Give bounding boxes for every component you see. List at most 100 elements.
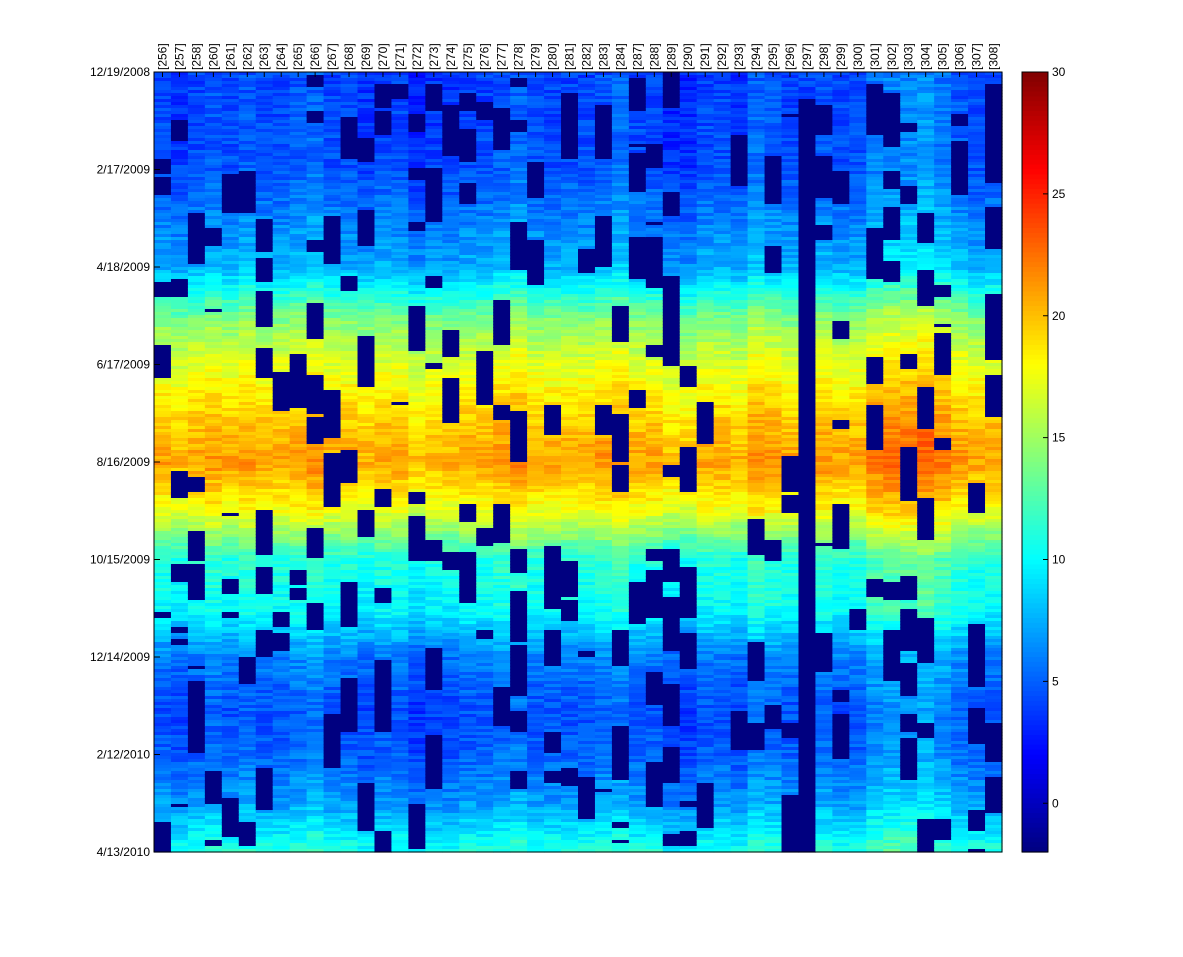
heatmap-cell — [170, 738, 189, 742]
heatmap-cell — [306, 813, 325, 817]
heatmap-cell — [255, 558, 274, 562]
heatmap-cell — [306, 195, 325, 199]
heatmap-cell — [170, 819, 189, 823]
heatmap-cell — [170, 756, 189, 760]
heatmap-cell — [459, 378, 477, 382]
heatmap-cell — [374, 534, 393, 538]
heatmap-cell — [425, 177, 443, 181]
heatmap-cell — [425, 366, 443, 370]
heatmap-cell — [340, 459, 359, 463]
heatmap-cell — [323, 126, 342, 130]
heatmap-cell — [459, 99, 477, 103]
heatmap-cell — [272, 147, 291, 151]
heatmap-cell — [306, 702, 325, 706]
heatmap-cell — [459, 765, 477, 769]
heatmap-cell — [187, 462, 206, 466]
heatmap-cell — [442, 540, 460, 544]
heatmap-cell — [374, 306, 393, 310]
heatmap-cell — [323, 249, 342, 253]
heatmap-cell — [289, 357, 308, 361]
heatmap-cell — [187, 396, 206, 400]
heatmap-cell — [306, 459, 325, 463]
heatmap-cell — [289, 300, 308, 304]
heatmap-cell — [374, 429, 393, 433]
heatmap-cell — [221, 336, 240, 340]
heatmap-cell — [187, 603, 206, 607]
heatmap-cell — [170, 252, 189, 256]
heatmap-cell — [187, 276, 206, 280]
heatmap-cell — [391, 78, 409, 82]
heatmap-cell — [357, 603, 376, 607]
heatmap-cell — [340, 195, 359, 199]
heatmap-cell — [442, 729, 460, 733]
heatmap-cell — [408, 714, 426, 718]
heatmap-cell — [374, 474, 393, 478]
heatmap-cell — [459, 267, 477, 271]
heatmap-cell — [408, 657, 426, 661]
heatmap-cell — [425, 696, 443, 700]
heatmap-cell — [289, 693, 308, 697]
heatmap-cell — [374, 822, 393, 826]
heatmap-cell — [204, 480, 223, 484]
heatmap-cell — [170, 234, 189, 238]
heatmap-cell — [391, 831, 409, 835]
heatmap-cell — [425, 837, 443, 841]
heatmap-cell — [170, 699, 189, 703]
heatmap-cell — [187, 378, 206, 382]
heatmap-cell — [154, 204, 172, 208]
heatmap-cell — [476, 150, 494, 154]
heatmap-cell — [425, 138, 443, 142]
heatmap-cell — [272, 717, 291, 721]
heatmap-cell — [459, 648, 477, 652]
heatmap-cell — [323, 594, 342, 598]
heatmap-cell — [374, 414, 393, 418]
heatmap-cell — [221, 687, 240, 691]
heatmap-cell — [408, 588, 426, 592]
heatmap-cell — [391, 801, 409, 805]
heatmap-cell — [459, 696, 477, 700]
heatmap-cell — [170, 603, 189, 607]
heatmap-cell — [154, 552, 172, 556]
heatmap-cell — [306, 432, 325, 436]
heatmap-cell — [442, 753, 460, 757]
heatmap-cell — [170, 501, 189, 505]
heatmap-cell — [340, 105, 359, 109]
heatmap-cell — [170, 690, 189, 694]
heatmap-cell — [238, 246, 257, 250]
heatmap-cell — [425, 666, 443, 670]
heatmap-cell — [442, 537, 460, 541]
heatmap-cell — [425, 195, 443, 199]
heatmap-cell — [357, 192, 376, 196]
heatmap-cell — [425, 186, 443, 190]
heatmap-cell — [204, 315, 223, 319]
heatmap-cell — [459, 138, 477, 142]
heatmap-cell — [374, 462, 393, 466]
heatmap-cell — [391, 669, 409, 673]
heatmap-cell — [306, 540, 325, 544]
heatmap-cell — [408, 429, 426, 433]
heatmap-cell — [187, 342, 206, 346]
heatmap-cell — [323, 609, 342, 613]
heatmap-cell — [425, 297, 443, 301]
heatmap-cell — [391, 129, 409, 133]
heatmap-cell — [306, 741, 325, 745]
heatmap-cell — [459, 255, 477, 259]
heatmap-cell — [459, 636, 477, 640]
heatmap-cell — [306, 771, 325, 775]
heatmap-cell — [187, 555, 206, 559]
heatmap-cell — [408, 642, 426, 646]
heatmap-cell — [323, 450, 342, 454]
heatmap-cell — [459, 675, 477, 679]
heatmap-cell — [221, 657, 240, 661]
heatmap-cell — [459, 666, 477, 670]
heatmap-cell — [154, 426, 172, 430]
heatmap-cell — [272, 348, 291, 352]
heatmap-cell — [187, 846, 206, 850]
heatmap-cell — [272, 420, 291, 424]
heatmap-cell — [323, 792, 342, 796]
heatmap-cell — [289, 777, 308, 781]
heatmap-cell — [408, 672, 426, 676]
heatmap-cell — [272, 816, 291, 820]
heatmap-cell — [459, 111, 477, 115]
heatmap-cell — [306, 309, 325, 313]
